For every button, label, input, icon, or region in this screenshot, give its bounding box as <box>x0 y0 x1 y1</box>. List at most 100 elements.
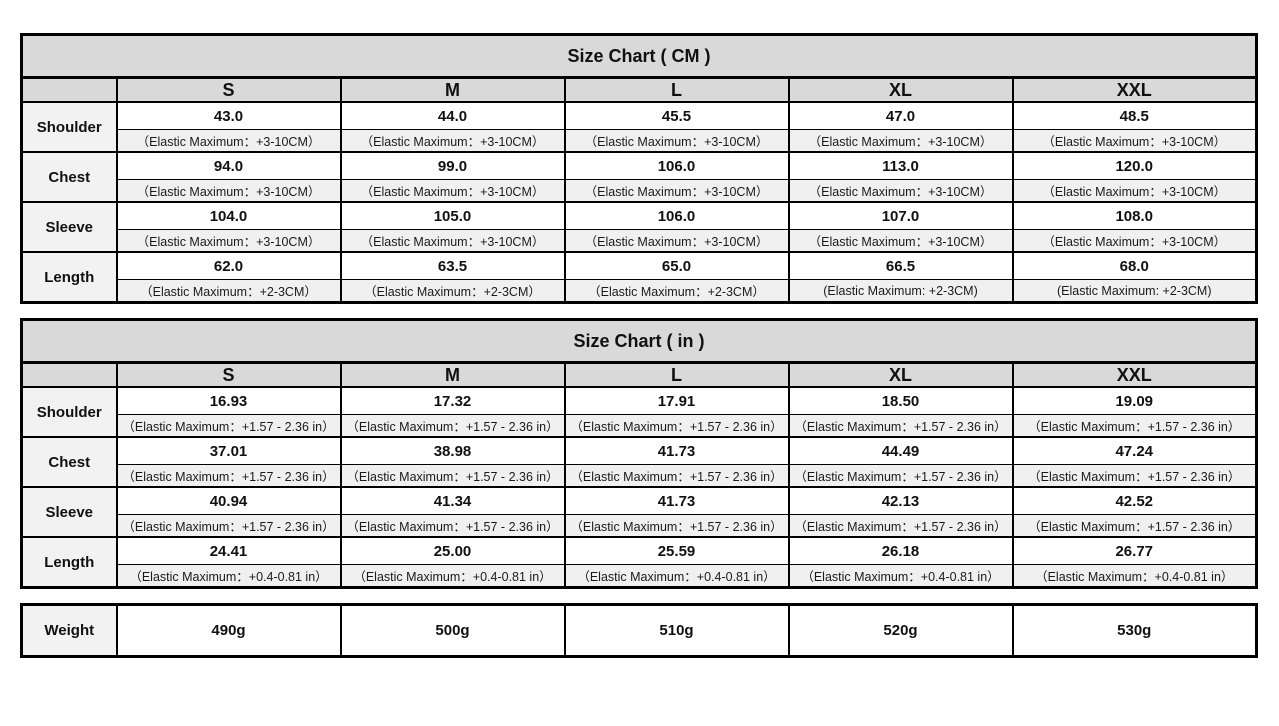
elastic-maximum-note: （Elastic Maximum：+0.4-0.81 in） <box>787 564 1014 589</box>
row-label-chest: Chest <box>20 436 118 488</box>
measurement-value: 45.5 <box>563 101 790 130</box>
weight-value: 530g <box>1011 603 1258 658</box>
measurement-value: 68.0 <box>1011 251 1258 280</box>
elastic-maximum-note: （Elastic Maximum：+2-3CM） <box>563 279 790 304</box>
measurement-value: 105.0 <box>339 201 566 230</box>
header-size-xl: XL <box>787 361 1014 388</box>
measurement-value: 37.01 <box>115 436 342 465</box>
elastic-maximum-note: （Elastic Maximum：+3-10CM） <box>563 229 790 253</box>
row-label-chest: Chest <box>20 151 118 203</box>
elastic-maximum-note: （Elastic Maximum：+1.57 - 2.36 in） <box>1011 464 1258 488</box>
measurement-value: 42.13 <box>787 486 1014 515</box>
measurement-value: 26.18 <box>787 536 1014 565</box>
measurement-value: 17.32 <box>339 386 566 415</box>
elastic-maximum-note: （Elastic Maximum：+1.57 - 2.36 in） <box>115 514 342 538</box>
elastic-maximum-note: （Elastic Maximum：+1.57 - 2.36 in） <box>115 414 342 438</box>
elastic-maximum-note: （Elastic Maximum：+3-10CM） <box>115 229 342 253</box>
weight-value: 510g <box>563 603 790 658</box>
elastic-maximum-note: （Elastic Maximum：+1.57 - 2.36 in） <box>787 464 1014 488</box>
header-size-xl: XL <box>787 76 1014 103</box>
elastic-maximum-note: （Elastic Maximum：+3-10CM） <box>787 229 1014 253</box>
measurement-value: 25.00 <box>339 536 566 565</box>
header-size-s: S <box>115 361 342 388</box>
elastic-maximum-note: （Elastic Maximum：+1.57 - 2.36 in） <box>563 514 790 538</box>
measurement-value: 99.0 <box>339 151 566 180</box>
size-chart-page: Size Chart ( CM ) S M L XL XXL Shoulder 43.0 44.… <box>20 33 1258 658</box>
header-size-l: L <box>563 76 790 103</box>
elastic-maximum-note: （Elastic Maximum：+0.4-0.81 in） <box>1011 564 1258 589</box>
elastic-maximum-note: （Elastic Maximum：+3-10CM） <box>115 129 342 153</box>
measurement-value: 17.91 <box>563 386 790 415</box>
elastic-maximum-note: （Elastic Maximum：+2-3CM） <box>339 279 566 304</box>
row-label-sleeve: Sleeve <box>20 201 118 253</box>
measurement-value: 16.93 <box>115 386 342 415</box>
measurement-value: 26.77 <box>1011 536 1258 565</box>
weight-table: Weight 490g 500g 510g 520g 530g <box>20 603 1258 658</box>
row-label-sleeve: Sleeve <box>20 486 118 538</box>
measurement-value: 47.24 <box>1011 436 1258 465</box>
elastic-maximum-note: （Elastic Maximum：+3-10CM） <box>339 129 566 153</box>
table-title: Size Chart ( CM ) <box>20 33 1258 79</box>
measurement-value: 44.0 <box>339 101 566 130</box>
measurement-value: 106.0 <box>563 201 790 230</box>
header-size-m: M <box>339 76 566 103</box>
size-chart-cm-table: Size Chart ( CM ) S M L XL XXL Shoulder 43.0 44.… <box>20 33 1258 304</box>
measurement-value: 24.41 <box>115 536 342 565</box>
measurement-value: 113.0 <box>787 151 1014 180</box>
elastic-maximum-note: （Elastic Maximum：+1.57 - 2.36 in） <box>1011 414 1258 438</box>
elastic-maximum-note: （Elastic Maximum：+1.57 - 2.36 in） <box>339 464 566 488</box>
measurement-value: 38.98 <box>339 436 566 465</box>
measurement-value: 62.0 <box>115 251 342 280</box>
measurement-value: 43.0 <box>115 101 342 130</box>
header-corner-cell <box>20 76 118 103</box>
header-size-s: S <box>115 76 342 103</box>
header-size-xxl: XXL <box>1011 361 1258 388</box>
row-label-shoulder: Shoulder <box>20 386 118 438</box>
elastic-maximum-note: （Elastic Maximum：+0.4-0.81 in） <box>115 564 342 589</box>
elastic-maximum-note: （Elastic Maximum：+1.57 - 2.36 in） <box>339 414 566 438</box>
elastic-maximum-note: (Elastic Maximum: +2-3CM) <box>787 279 1014 304</box>
elastic-maximum-note: （Elastic Maximum：+1.57 - 2.36 in） <box>563 464 790 488</box>
header-size-l: L <box>563 361 790 388</box>
elastic-maximum-note: （Elastic Maximum：+1.57 - 2.36 in） <box>563 414 790 438</box>
measurement-value: 18.50 <box>787 386 1014 415</box>
measurement-value: 48.5 <box>1011 101 1258 130</box>
header-corner-cell <box>20 361 118 388</box>
measurement-value: 104.0 <box>115 201 342 230</box>
measurement-value: 66.5 <box>787 251 1014 280</box>
size-chart-in-table: Size Chart ( in ) S M L XL XXL Shoulder 16.93 17… <box>20 318 1258 589</box>
elastic-maximum-note: （Elastic Maximum：+0.4-0.81 in） <box>339 564 566 589</box>
measurement-value: 41.34 <box>339 486 566 515</box>
measurement-value: 63.5 <box>339 251 566 280</box>
row-label-length: Length <box>20 251 118 304</box>
measurement-value: 108.0 <box>1011 201 1258 230</box>
elastic-maximum-note: （Elastic Maximum：+3-10CM） <box>787 129 1014 153</box>
measurement-value: 44.49 <box>787 436 1014 465</box>
measurement-value: 40.94 <box>115 486 342 515</box>
elastic-maximum-note: （Elastic Maximum：+1.57 - 2.36 in） <box>339 514 566 538</box>
measurement-value: 120.0 <box>1011 151 1258 180</box>
measurement-value: 42.52 <box>1011 486 1258 515</box>
elastic-maximum-note: （Elastic Maximum：+3-10CM） <box>563 179 790 203</box>
elastic-maximum-note: （Elastic Maximum：+3-10CM） <box>339 179 566 203</box>
elastic-maximum-note: （Elastic Maximum：+3-10CM） <box>563 129 790 153</box>
elastic-maximum-note: (Elastic Maximum: +2-3CM) <box>1011 279 1258 304</box>
header-size-xxl: XXL <box>1011 76 1258 103</box>
measurement-value: 94.0 <box>115 151 342 180</box>
elastic-maximum-note: （Elastic Maximum：+3-10CM） <box>1011 129 1258 153</box>
row-label-shoulder: Shoulder <box>20 101 118 153</box>
elastic-maximum-note: （Elastic Maximum：+2-3CM） <box>115 279 342 304</box>
weight-value: 520g <box>787 603 1014 658</box>
elastic-maximum-note: （Elastic Maximum：+3-10CM） <box>115 179 342 203</box>
elastic-maximum-note: （Elastic Maximum：+1.57 - 2.36 in） <box>1011 514 1258 538</box>
elastic-maximum-note: （Elastic Maximum：+1.57 - 2.36 in） <box>787 414 1014 438</box>
elastic-maximum-note: （Elastic Maximum：+1.57 - 2.36 in） <box>787 514 1014 538</box>
elastic-maximum-note: （Elastic Maximum：+0.4-0.81 in） <box>563 564 790 589</box>
elastic-maximum-note: （Elastic Maximum：+3-10CM） <box>1011 179 1258 203</box>
weight-value: 500g <box>339 603 566 658</box>
elastic-maximum-note: （Elastic Maximum：+3-10CM） <box>1011 229 1258 253</box>
elastic-maximum-note: （Elastic Maximum：+3-10CM） <box>787 179 1014 203</box>
header-size-m: M <box>339 361 566 388</box>
measurement-value: 19.09 <box>1011 386 1258 415</box>
row-label-length: Length <box>20 536 118 589</box>
